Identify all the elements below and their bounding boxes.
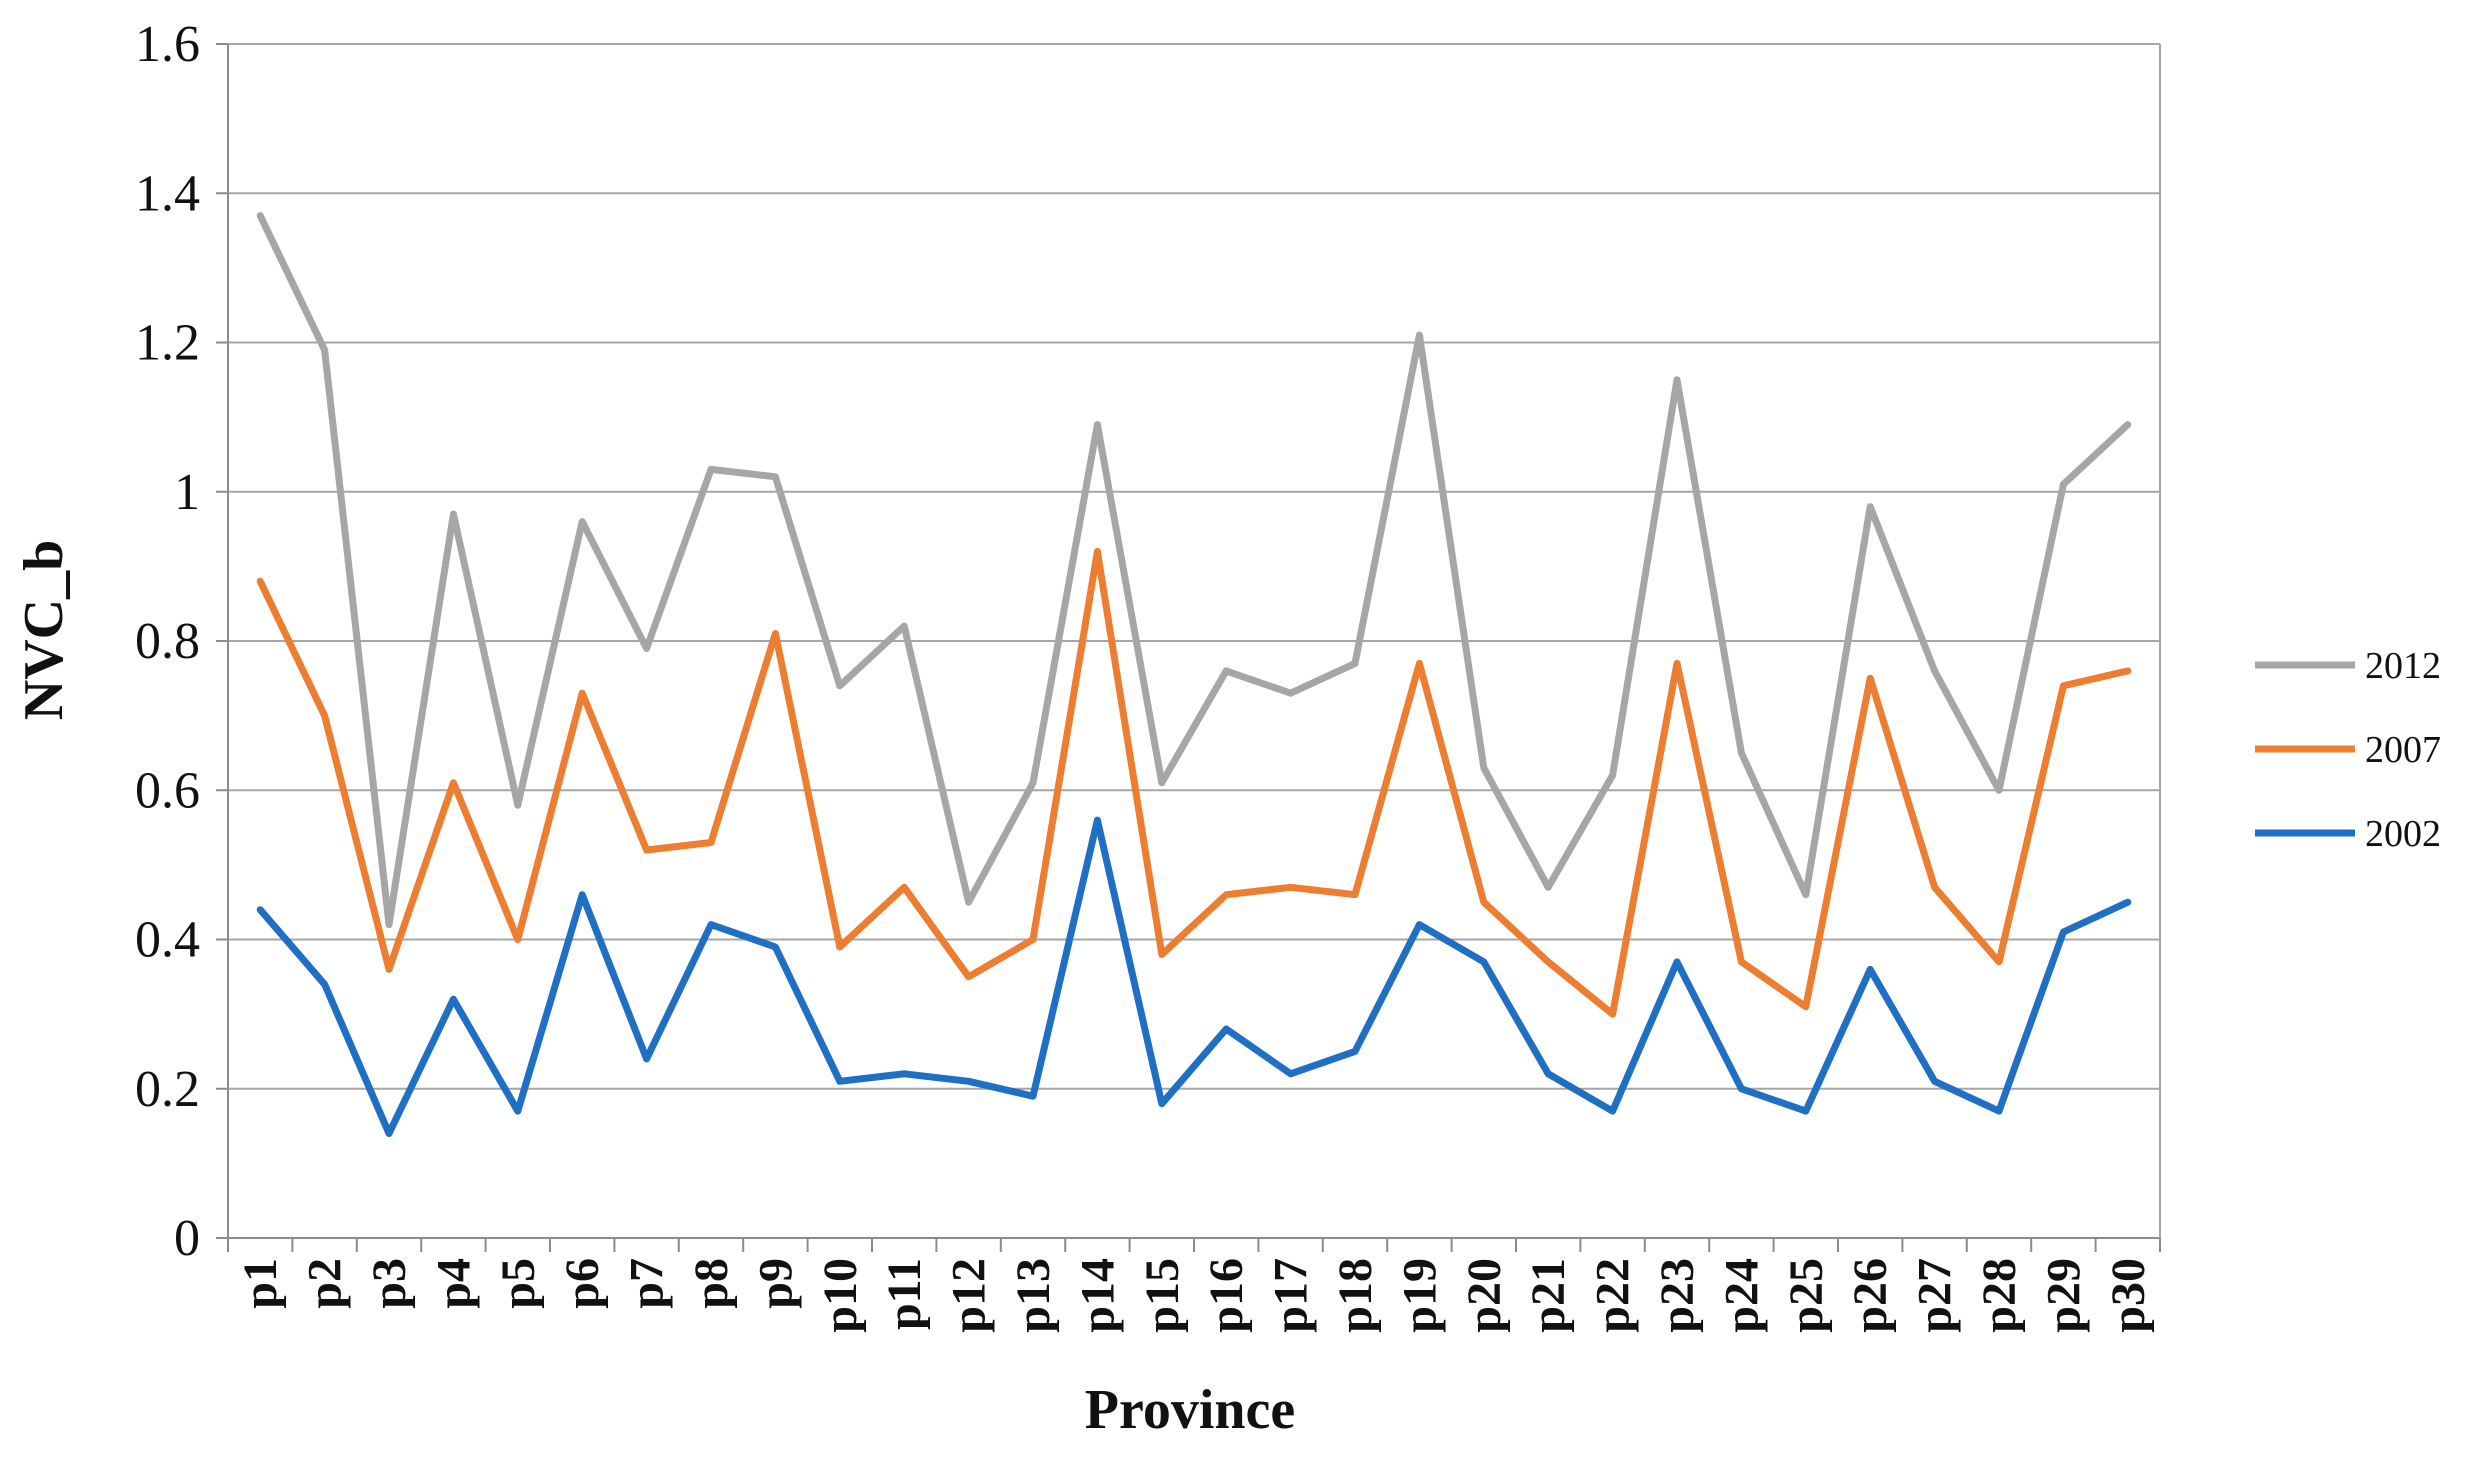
x-tick-label: p24 [1715,1258,1768,1333]
series-line-2002 [256,816,2132,1137]
x-axis-ticks: p1 p2 p3 p4 p5 p6 p7 p8 p9 p10 p11 p12 p13 p14 p15 p16 p… [234,1258,2155,1333]
legend-label-2012: 2012 [2365,645,2441,687]
legend: 2012 2007 2002 [2255,645,2441,855]
x-tick-label: p23 [1651,1258,1704,1333]
x-tick-label: p13 [1007,1258,1060,1333]
y-tick-label: 0.8 [135,613,200,670]
x-tick-label: p30 [2102,1258,2155,1333]
y-tick-label: 1.6 [135,16,200,73]
x-tick-label: p9 [749,1258,802,1309]
x-tick-label: p18 [1329,1258,1382,1333]
x-tick-label: p14 [1071,1258,1124,1333]
x-tick-label: p11 [878,1258,931,1330]
x-tick-label: p4 [427,1258,480,1309]
x-tick-label: p19 [1393,1258,1446,1333]
legend-label-2002: 2002 [2365,813,2441,855]
x-tick-label: p26 [1844,1258,1897,1333]
x-tick-label: p15 [1136,1258,1189,1333]
x-tick-label: p3 [363,1258,416,1309]
series-line-2012 [256,212,2132,929]
x-tick-label: p8 [685,1258,738,1309]
gridlines [228,43,2160,1090]
x-tick-label: p22 [1587,1258,1640,1333]
y-tick-label: 1 [174,464,200,521]
x-tick-label: p21 [1522,1258,1575,1333]
axes [216,43,2161,1252]
series-line-2007 [256,548,2132,1018]
x-tick-label: p28 [1973,1258,2026,1333]
x-tick-label: p29 [2037,1258,2090,1333]
x-axis-title: Province [1085,1379,1295,1441]
x-tick-label: p12 [943,1258,996,1333]
y-tick-label: 1.2 [135,315,200,372]
x-tick-label: p20 [1458,1258,1511,1333]
x-tick-label: p16 [1200,1258,1253,1333]
x-tick-label: p10 [814,1258,867,1333]
series-lines [256,212,2132,1137]
y-tick-label: 0.4 [135,912,200,969]
y-tick-label: 0.2 [135,1061,200,1118]
y-axis-title: NVC_b [13,540,75,720]
y-tick-label: 0 [174,1210,200,1267]
x-tick-label: p5 [492,1258,545,1309]
y-axis-ticks: 0 0.2 0.4 0.6 0.8 1 1.2 1.4 1.6 [135,16,200,1267]
y-tick-label: 1.4 [135,165,200,222]
x-tick-label: p27 [1909,1258,1962,1333]
x-tick-label: p2 [299,1258,352,1309]
y-tick-label: 0.6 [135,762,200,819]
x-tick-label: p1 [234,1258,287,1309]
x-tick-label: p17 [1265,1258,1318,1333]
legend-label-2007: 2007 [2365,729,2441,771]
x-tick-label: p25 [1780,1258,1833,1333]
x-tick-label: p7 [621,1258,674,1309]
x-tick-label: p6 [556,1258,609,1309]
